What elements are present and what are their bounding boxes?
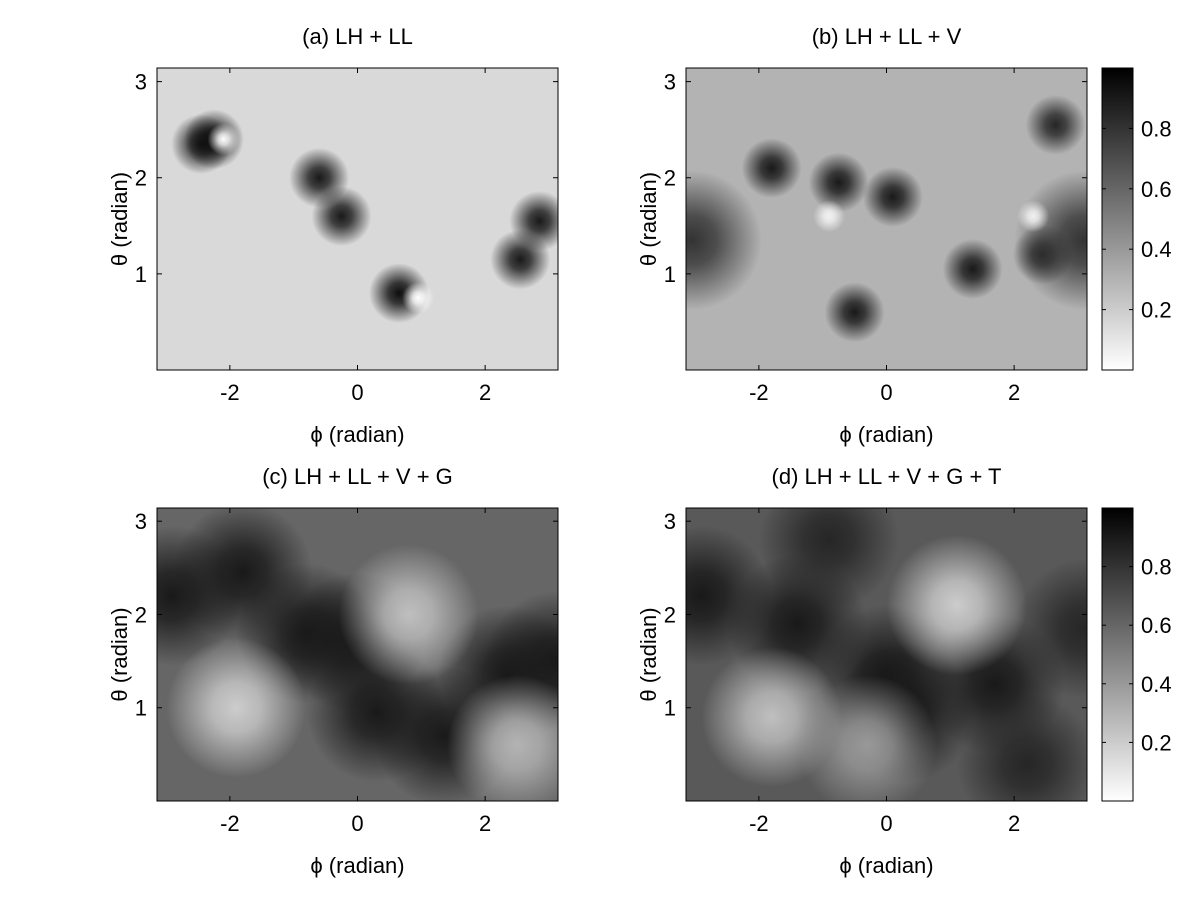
x-axis-label: ϕ (radian) bbox=[839, 422, 933, 447]
heat-spot bbox=[1025, 94, 1086, 155]
heat-spot bbox=[759, 508, 900, 610]
heat-spot bbox=[338, 544, 479, 685]
y-tick-label: 1 bbox=[135, 262, 147, 287]
heat-spot bbox=[509, 191, 558, 251]
colorbar-tick-label: 0.2 bbox=[1141, 298, 1172, 323]
x-axis-label: ϕ (radian) bbox=[310, 853, 404, 878]
panel: -2 0 2 1 2 3 (c) LH + LL + V + G ϕ (radian) θ (r… bbox=[107, 464, 559, 878]
colorbar-tick-label: 0.2 bbox=[1141, 730, 1172, 755]
x-tick-label: 2 bbox=[1008, 380, 1020, 405]
y-tick-label: 2 bbox=[664, 602, 676, 627]
heat-spot bbox=[741, 138, 802, 199]
heat-spot bbox=[862, 166, 923, 227]
y-tick-label: 2 bbox=[664, 166, 676, 191]
heat-spot bbox=[956, 693, 1087, 801]
heat-spot bbox=[1014, 558, 1087, 699]
x-tick-label: -2 bbox=[220, 380, 240, 405]
x-tick-label: 2 bbox=[479, 811, 491, 836]
panel-title: (c) LH + LL + V + G bbox=[262, 464, 453, 489]
y-tick-label: 1 bbox=[664, 262, 676, 287]
y-tick-label: 2 bbox=[135, 602, 147, 627]
colorbar bbox=[1101, 507, 1134, 802]
heat-spot bbox=[886, 535, 1027, 676]
heat-spot bbox=[1017, 200, 1050, 233]
plot-area bbox=[157, 508, 558, 801]
heat-spot bbox=[942, 239, 1003, 300]
plot-area bbox=[157, 68, 558, 370]
colorbar-tick-label: 0.6 bbox=[1141, 613, 1172, 638]
y-axis-label: θ (radian) bbox=[107, 607, 132, 701]
colorbar-tick-label: 0.6 bbox=[1141, 177, 1172, 202]
x-tick-label: -2 bbox=[749, 380, 769, 405]
y-tick-label: 3 bbox=[664, 70, 676, 95]
colorbar bbox=[1101, 67, 1134, 371]
y-tick-label: 3 bbox=[135, 70, 147, 95]
heat-spot bbox=[686, 170, 762, 311]
panel-title: (d) LH + LL + V + G + T bbox=[772, 464, 1002, 489]
y-axis-label: θ (radian) bbox=[636, 172, 661, 266]
x-tick-label: 0 bbox=[351, 811, 363, 836]
panel-title: (b) LH + LL + V bbox=[812, 24, 962, 49]
heat-spot bbox=[797, 675, 938, 801]
plot-area bbox=[686, 508, 1087, 801]
colorbar-tick-label: 0.4 bbox=[1141, 237, 1172, 262]
x-tick-label: 2 bbox=[1008, 811, 1020, 836]
heat-spot bbox=[813, 200, 846, 233]
heat-spot bbox=[166, 637, 307, 778]
x-tick-label: 2 bbox=[479, 380, 491, 405]
panel: -2 0 2 1 2 3 (d) LH + LL + V + G + T ϕ (radian)… bbox=[636, 464, 1172, 878]
x-tick-label: 0 bbox=[880, 811, 892, 836]
colorbar-tick-label: 0.8 bbox=[1141, 116, 1172, 141]
x-axis-label: ϕ (radian) bbox=[310, 422, 404, 447]
y-tick-label: 2 bbox=[135, 166, 147, 191]
heat-spot bbox=[824, 282, 885, 343]
x-tick-label: -2 bbox=[749, 811, 769, 836]
heat-spot bbox=[207, 123, 240, 156]
y-tick-label: 1 bbox=[135, 696, 147, 721]
y-tick-label: 3 bbox=[135, 509, 147, 534]
x-tick-label: 0 bbox=[880, 380, 892, 405]
plot-area bbox=[686, 68, 1087, 370]
x-axis-label: ϕ (radian) bbox=[839, 853, 933, 878]
y-tick-label: 3 bbox=[664, 509, 676, 534]
heat-spot bbox=[808, 152, 869, 213]
y-tick-label: 1 bbox=[664, 696, 676, 721]
panel-title: (a) LH + LL bbox=[302, 24, 413, 49]
heat-spot bbox=[311, 186, 372, 247]
heat-spot bbox=[447, 675, 558, 801]
x-tick-label: 0 bbox=[351, 380, 363, 405]
y-axis-label: θ (radian) bbox=[107, 172, 132, 266]
heat-spot bbox=[402, 281, 435, 314]
colorbar-tick-label: 0.4 bbox=[1141, 672, 1172, 697]
colorbar-tick-label: 0.8 bbox=[1141, 555, 1172, 580]
y-axis-label: θ (radian) bbox=[636, 607, 661, 701]
panel: -2 0 2 1 2 3 (a) LH + LL ϕ (radian) θ (radian) bbox=[107, 24, 559, 447]
x-tick-label: -2 bbox=[220, 811, 240, 836]
panel: -2 0 2 1 2 3 (b) LH + LL + V ϕ (radian) θ (radia… bbox=[636, 24, 1172, 447]
